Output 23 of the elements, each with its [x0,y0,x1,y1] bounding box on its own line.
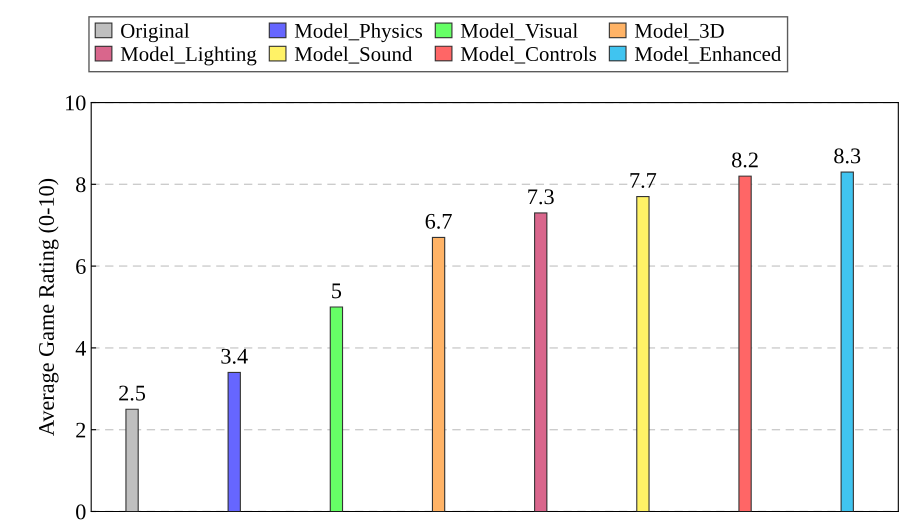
data-label: 7.3 [528,189,554,204]
legend-label: Model_Controls [460,46,596,64]
data-label: 3.4 [221,348,248,364]
y-axis-title: Average Game Rating (0-10) [38,178,59,436]
y-tick-label: 10 [66,95,86,110]
y-tick-label: 6 [76,259,86,274]
legend-label: Model_Physics [294,23,422,42]
legend-label: Model_Sound [294,46,412,64]
data-label: 8.2 [732,152,758,168]
legend-label: Model_3D [634,23,724,40]
y-tick-label: 0 [76,504,86,520]
legend-label: Original [121,23,190,42]
legend-label: Model_Visual [460,23,578,40]
y-tick-label: 2 [76,422,86,438]
legend-label: Model_Enhanced [634,46,782,64]
data-label: 6.7 [426,214,452,229]
data-label: 2.5 [119,386,146,401]
data-label: 5 [332,284,342,298]
data-label: 8.3 [834,148,860,164]
data-label: 7.7 [630,173,656,188]
y-tick-label: 4 [76,340,86,356]
y-tick-label: 8 [76,177,86,192]
legend-label: Model_Lighting [120,46,256,66]
